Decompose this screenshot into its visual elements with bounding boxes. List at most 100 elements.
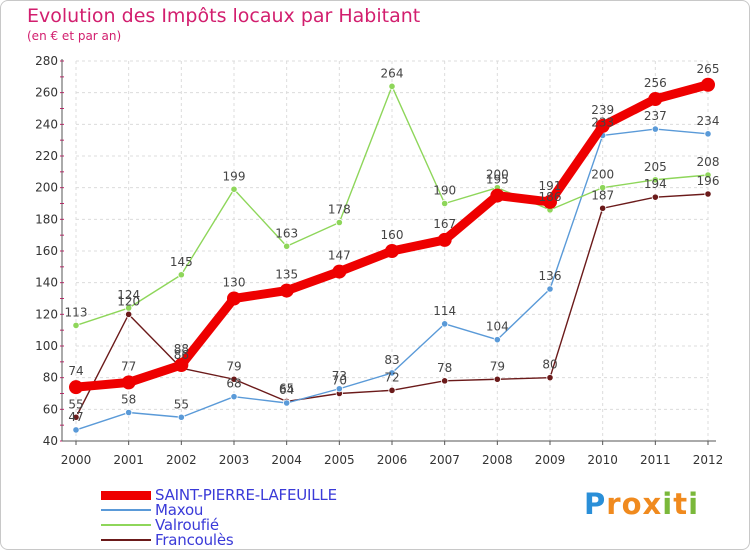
data-label: 120 — [117, 294, 140, 308]
data-point — [230, 375, 238, 383]
legend-swatch — [101, 524, 151, 526]
data-label: 256 — [644, 76, 667, 90]
legend-item-maxou: Maxou — [101, 501, 204, 519]
data-point — [388, 386, 396, 394]
x-tick-label: 2006 — [377, 453, 408, 467]
data-label: 205 — [644, 160, 667, 174]
data-point — [493, 336, 501, 344]
data-label: 200 — [591, 168, 614, 182]
data-label: 178 — [328, 203, 351, 217]
logo-letter: i — [688, 487, 700, 521]
data-point — [648, 92, 663, 106]
data-point — [599, 204, 607, 212]
x-tick-label: 2010 — [587, 453, 618, 467]
data-label: 80 — [542, 358, 557, 372]
data-label: 77 — [121, 359, 136, 373]
data-point — [546, 285, 554, 293]
data-point — [651, 176, 659, 184]
data-point — [651, 193, 659, 201]
data-point — [125, 408, 133, 417]
legend-label: Maxou — [155, 501, 204, 519]
data-label: 265 — [697, 62, 720, 76]
data-point — [332, 264, 347, 279]
x-tick-label: 2011 — [640, 453, 671, 467]
data-label: 72 — [384, 370, 399, 384]
data-label: 208 — [697, 155, 720, 169]
y-tick-label: 220 — [35, 149, 58, 163]
data-point — [490, 188, 505, 203]
data-label: 114 — [433, 304, 456, 318]
data-label: 233 — [591, 115, 614, 129]
legend-swatch — [101, 509, 151, 511]
y-tick-label: 120 — [35, 307, 58, 321]
data-label: 86 — [174, 348, 189, 362]
x-tick-label: 2012 — [693, 453, 724, 467]
data-label: 78 — [437, 361, 452, 375]
data-point — [704, 171, 712, 179]
data-label: 264 — [381, 66, 404, 80]
x-tick-label: 2007 — [429, 453, 460, 467]
data-label: 196 — [697, 174, 720, 188]
data-point — [441, 320, 449, 328]
data-label: 135 — [275, 268, 298, 282]
data-label: 58 — [121, 393, 136, 407]
x-tick-label: 2002 — [166, 453, 197, 467]
logo-letter: t — [673, 487, 689, 521]
data-point — [121, 375, 136, 390]
legend-swatch — [101, 539, 151, 541]
x-tick-label: 2009 — [535, 453, 566, 467]
data-label: 136 — [539, 269, 562, 283]
data-point — [441, 199, 449, 208]
y-tick-label: 200 — [35, 181, 58, 195]
data-point — [651, 125, 659, 133]
x-tick-label: 2001 — [113, 453, 144, 467]
data-point — [546, 374, 554, 382]
data-label: 65 — [279, 381, 294, 395]
data-label: 74 — [68, 364, 83, 378]
data-label: 79 — [490, 359, 505, 373]
data-point — [230, 393, 238, 401]
data-point — [125, 310, 133, 318]
data-point — [279, 283, 294, 298]
data-point — [283, 242, 291, 250]
chart-title: Evolution des Impôts locaux par Habitant — [27, 5, 421, 27]
data-label: 167 — [433, 217, 456, 231]
data-point — [227, 291, 241, 306]
y-tick-label: 80 — [43, 371, 58, 385]
data-label: 55 — [174, 397, 189, 411]
data-label: 200 — [486, 168, 509, 182]
y-tick-label: 260 — [35, 86, 58, 100]
data-point — [595, 118, 610, 133]
y-tick-label: 160 — [35, 244, 58, 258]
data-point — [701, 77, 715, 92]
data-point — [388, 369, 396, 377]
chart-subtitle: (en € et par an) — [27, 29, 122, 43]
legend-item-valroufie: Valroufié — [101, 516, 219, 534]
data-label: 70 — [332, 374, 347, 388]
logo-letter: o — [621, 487, 643, 521]
data-point — [599, 184, 607, 192]
x-tick-label: 2000 — [61, 453, 92, 467]
data-label: 194 — [644, 177, 667, 191]
logo-letter: r — [606, 487, 622, 521]
legend-item-francoules: Francoulès — [101, 531, 234, 549]
legend-label: SAINT-PIERRE-LAFEUILLE — [155, 486, 337, 504]
legend-label: Francoulès — [155, 531, 234, 549]
y-tick-label: 280 — [35, 54, 58, 68]
proxiti-logo: Proxiti — [584, 487, 699, 521]
legend-item-saint-pierre-lafeuille: SAINT-PIERRE-LAFEUILLE — [101, 486, 337, 504]
legend-swatch — [101, 490, 151, 500]
data-label: 113 — [65, 305, 88, 319]
data-label: 64 — [279, 383, 294, 397]
data-label: 130 — [223, 276, 246, 290]
data-label: 163 — [275, 226, 298, 240]
data-point — [283, 399, 291, 407]
data-point — [437, 232, 452, 247]
data-point — [69, 380, 83, 395]
data-point — [72, 413, 80, 421]
y-tick-label: 140 — [35, 276, 58, 290]
data-point — [704, 130, 712, 138]
data-point — [125, 304, 133, 312]
